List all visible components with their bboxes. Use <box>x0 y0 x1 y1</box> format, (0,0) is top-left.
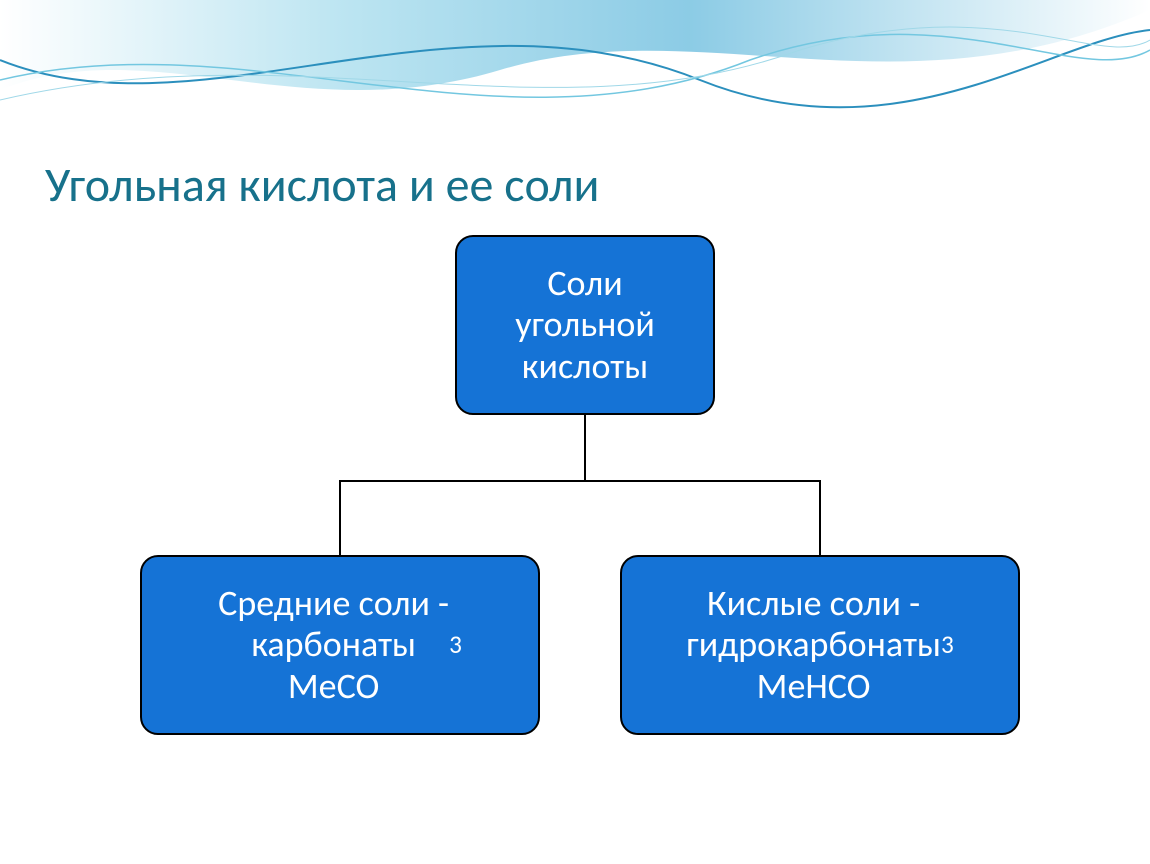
connector-right-down <box>819 480 821 555</box>
node-right: Кислые соли -гидрокарбонатыMeHCO3 <box>620 555 1020 735</box>
node-left: Средние соли -карбонатыMeCO3 <box>140 555 540 735</box>
node-root: Солиугольнойкислоты <box>455 235 715 415</box>
connector-left-down <box>339 480 341 555</box>
hierarchy-diagram: Солиугольнойкислоты Средние соли -карбон… <box>0 235 1150 795</box>
slide-title: Угольная кислота и ее соли <box>45 155 599 214</box>
connector-horizontal <box>340 480 820 482</box>
header-wave-decoration <box>0 0 1150 180</box>
connector-root-down <box>584 415 586 480</box>
